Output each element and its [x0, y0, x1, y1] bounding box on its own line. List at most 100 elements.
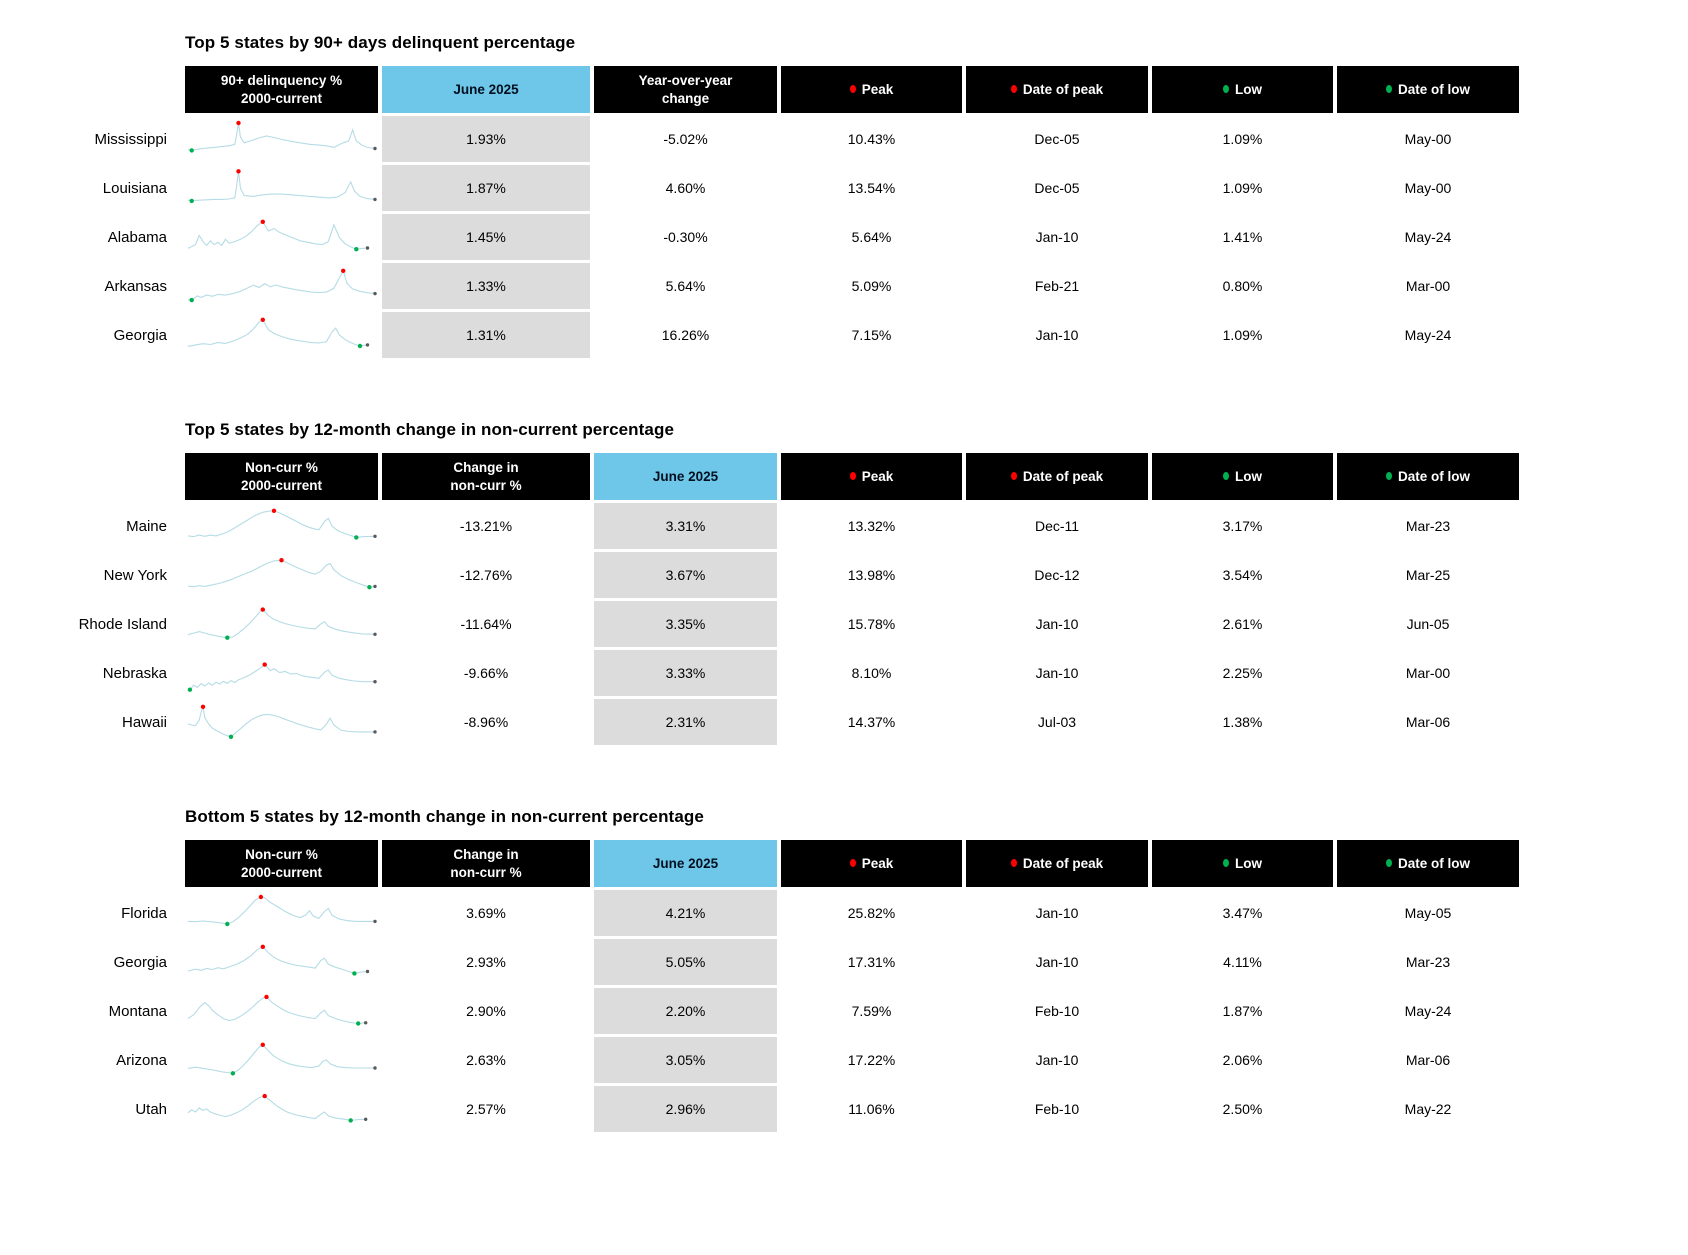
- sparkline-line: [187, 896, 375, 925]
- peak-marker-dot: [260, 1042, 265, 1047]
- value-cell-hawaii-date-of-peak: Jul-03: [1037, 714, 1077, 730]
- low-legend-dot-icon: [1223, 859, 1229, 868]
- sparkline-cell-nebraska: [185, 650, 378, 696]
- current-marker-dot: [365, 246, 370, 250]
- header-dot-line: Date of low: [1385, 855, 1470, 873]
- column-header-peak: Peak: [781, 66, 962, 113]
- column-header-label: Date of low: [1397, 855, 1470, 871]
- corner-spacer: [0, 840, 181, 887]
- value-cell-georgia-low: 1.09%: [1222, 327, 1263, 343]
- value-cell-florida-date-of-peak: Jan-10: [1035, 905, 1079, 921]
- sparkline-cell-arkansas: [185, 263, 378, 309]
- current-marker-dot: [373, 1066, 377, 1070]
- sparkline-cell-montana: [185, 988, 378, 1034]
- sparkline-chart: [187, 994, 368, 1026]
- sparkline-line: [187, 559, 376, 588]
- value-cell-georgia-june-2025: 1.31%: [382, 312, 590, 358]
- low-marker-dot: [189, 198, 194, 204]
- value-cell-maine-low: 3.17%: [1222, 518, 1263, 534]
- column-header-90-delinquency-2000-current: 90+ delinquency % 2000-current: [185, 66, 378, 113]
- value-cell-alabama-peak: 5.64%: [851, 229, 892, 245]
- peak-marker-dot: [279, 558, 284, 563]
- sparkline-chart: [187, 558, 377, 590]
- header-dot-line: Date of peak: [1010, 468, 1103, 486]
- peak-legend-dot-icon: [849, 859, 856, 868]
- sparkline-cell-new-york: [185, 552, 378, 598]
- sparkline-chart: [187, 268, 377, 303]
- row-label-montana: Montana: [108, 1002, 167, 1020]
- column-header-label: Non-curr %: [245, 459, 318, 475]
- low-marker-dot: [356, 1021, 361, 1026]
- value-cell-arkansas-june-2025: 1.33%: [382, 263, 590, 309]
- row-label-georgia: Georgia: [113, 953, 167, 971]
- value-cell-georgia-date-of-peak: Jan-10: [1035, 327, 1079, 343]
- sparkline-chart: [187, 508, 377, 540]
- value-cell-mississippi-low: 1.09%: [1222, 131, 1263, 147]
- column-header-label: 2000-current: [240, 864, 323, 880]
- header-dot-line: Date of peak: [1010, 81, 1103, 99]
- value-cell-alabama-low: 1.41%: [1222, 229, 1263, 245]
- peak-legend-dot-icon: [1010, 472, 1017, 481]
- value-cell-montana-june-2025: 2.20%: [594, 988, 777, 1034]
- column-header-label: 90+ delinquency %: [220, 72, 343, 88]
- sparkline-line: [187, 608, 376, 639]
- data-table-bottom5-noncurrent-change: Non-curr % 2000-current Change in non-curr …: [0, 840, 1688, 1132]
- peak-marker-dot: [260, 607, 265, 612]
- value-cell-arizona-june-2025: 3.05%: [594, 1037, 777, 1083]
- sparkline-chart: [187, 219, 370, 252]
- column-header-label: Date of peak: [1022, 855, 1104, 871]
- peak-marker-dot: [236, 120, 241, 126]
- low-marker-dot: [354, 535, 359, 540]
- value-cell-louisiana-date-of-low: May-00: [1404, 180, 1452, 196]
- value-cell-arizona-date-of-low: Mar-06: [1405, 1052, 1451, 1068]
- header-dot-line: Date of low: [1385, 468, 1470, 486]
- value-cell-alabama-year-over-year-change: -0.30%: [663, 229, 708, 245]
- column-header-non-curr-2000-current: Non-curr % 2000-current: [185, 453, 378, 500]
- value-cell-georgia-june-2025: 5.05%: [594, 939, 777, 985]
- row-label-mississippi: Mississippi: [94, 130, 167, 148]
- column-header-change-in-non-curr: Change in non-curr %: [382, 453, 590, 500]
- peak-marker-dot: [200, 704, 206, 709]
- value-cell-georgia-change-in-non-curr: 2.93%: [466, 954, 506, 970]
- value-cell-nebraska-low: 2.25%: [1222, 665, 1263, 681]
- sparkline-cell-georgia: [185, 312, 378, 358]
- header-dot-line: Date of peak: [1010, 855, 1104, 873]
- table-block-top5-noncurrent-change: Top 5 states by 12-month change in non-c…: [0, 420, 1688, 745]
- current-marker-dot: [373, 632, 377, 636]
- sparkline-line: [187, 221, 368, 250]
- peak-marker-dot: [260, 317, 265, 322]
- header-dot-line: Date of low: [1385, 81, 1470, 99]
- column-header-peak: Peak: [781, 840, 962, 887]
- value-cell-utah-peak: 11.06%: [848, 1101, 895, 1117]
- value-cell-georgia-peak: 17.31%: [847, 954, 896, 970]
- column-header-year-over-year-change: Year-over-year change: [594, 66, 777, 113]
- low-marker-dot: [225, 921, 230, 927]
- sparkline-line: [187, 171, 376, 202]
- sparkline-chart: [187, 169, 377, 204]
- sparkline-cell-rhode-island: [185, 601, 378, 647]
- value-cell-arizona-change-in-non-curr: 2.63%: [466, 1052, 506, 1068]
- value-cell-florida-date-of-low: May-05: [1404, 905, 1452, 921]
- peak-legend-dot-icon: [849, 85, 856, 94]
- column-header-date-of-peak: Date of peak: [966, 66, 1148, 113]
- row-label-rhode-island: Rhode Island: [78, 615, 167, 633]
- low-legend-dot-icon: [1223, 85, 1229, 94]
- current-marker-dot: [373, 584, 377, 589]
- corner-spacer: [0, 66, 181, 113]
- low-legend-dot-icon: [1385, 859, 1392, 868]
- value-cell-new-york-date-of-low: Mar-25: [1405, 567, 1451, 583]
- header-dot-line: Low: [1223, 81, 1262, 99]
- sparkline-line: [187, 510, 376, 538]
- value-cell-alabama-june-2025: 1.45%: [382, 214, 590, 260]
- peak-marker-dot: [236, 169, 241, 174]
- low-marker-dot: [230, 1071, 236, 1076]
- table-block-top5-90day-delinquent: Top 5 states by 90+ days delinquent perc…: [0, 33, 1688, 358]
- sparkline-line: [187, 269, 376, 301]
- sparkline-chart: [187, 317, 370, 349]
- sparkline-chart: [187, 120, 377, 153]
- value-cell-arizona-date-of-peak: Jan-10: [1035, 1052, 1079, 1068]
- value-cell-new-york-change-in-non-curr: -12.76%: [459, 567, 513, 583]
- column-header-label: Low: [1235, 81, 1262, 97]
- header-dot-line: Low: [1223, 468, 1262, 486]
- column-header-label: June 2025: [652, 468, 719, 484]
